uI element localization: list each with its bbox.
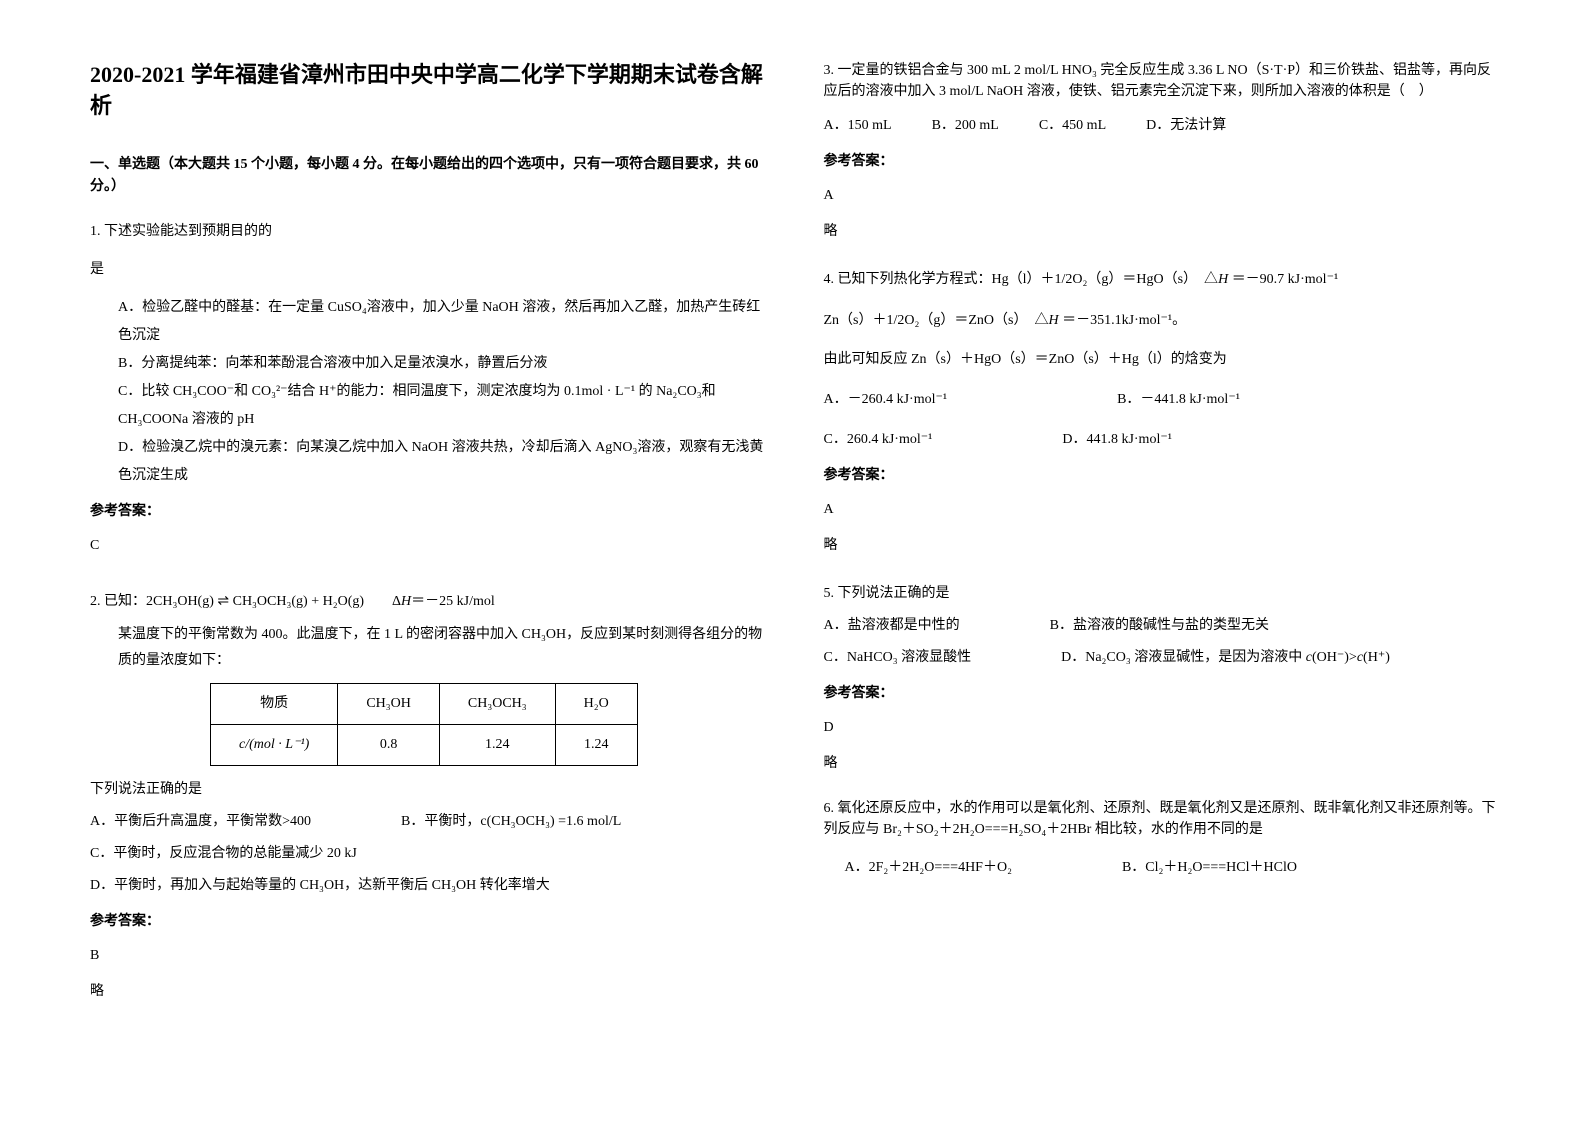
q1-optD: D．检验溴乙烷中的溴元素：向某溴乙烷中加入 NaOH 溶液共热，冷却后滴入 Ag… (90, 434, 764, 490)
q2-optAB: A．平衡后升高温度，平衡常数>400 B．平衡时，c(CH₃OCH₃) =1.6 … (90, 808, 764, 836)
q3-stem: 3. 一定量的铁铝合金与 300 mL 2 mol/L HNO₃ 完全反应生成 … (824, 60, 1498, 102)
q1-optB: B．分离提纯苯：向苯和苯酚混合溶液中加入足量浓溴水，静置后分液 (90, 350, 764, 378)
table-row: 物质 CH₃OH CH₃OCH₃ H₂O (211, 683, 638, 724)
q2-optB: B．平衡时，c(CH₃OCH₃) =1.6 mol/L (401, 814, 621, 829)
q3-optD: D．无法计算 (1146, 118, 1226, 133)
q2-optC: C．平衡时，反应混合物的总能量减少 20 kJ (90, 840, 764, 868)
q2-foot: 下列说法正确的是 (90, 776, 764, 804)
q5-answer: D (824, 714, 1498, 742)
q4-line2-a: Zn（s）＋1/2O₂（g）＝ZnO（s） △ (824, 313, 1049, 328)
q5-optCD: C．NaHCO₃ 溶液显酸性D．Na₂CO₃ 溶液显碱性，是因为溶液中 c(OH… (824, 644, 1498, 672)
question-5: 5. 下列说法正确的是 A．盐溶液都是中性的 B．盐溶液的酸碱性与盐的类型无关 C… (824, 580, 1498, 778)
table-row: c/(mol · L⁻¹) 0.8 1.24 1.24 (211, 724, 638, 765)
section-header: 一、单选题（本大题共 15 个小题，每小题 4 分。在每小题给出的四个选项中，只… (90, 154, 764, 199)
q2-stem: 2. 已知：2CH₃OH(g) ⇌ CH₃OCH₃(g) + H₂O(g) ΔH… (90, 588, 764, 616)
q4-optD: D．441.8 kJ·mol⁻¹ (1062, 432, 1172, 447)
q2-line2: 某温度下的平衡常数为 400。此温度下，在 1 L 的密闭容器中加入 CH₃OH… (90, 622, 764, 672)
q5-stem: 5. 下列说法正确的是 (824, 580, 1498, 608)
q1-optC: C．比较 CH₃COO⁻和 CO₃²⁻结合 H⁺的能力：相同温度下，测定浓度均为… (90, 378, 764, 434)
q4-optB: B．－441.8 kJ·mol⁻¹ (1117, 392, 1240, 407)
q3-optA: A．150 mL (824, 118, 892, 133)
answer-label: 参考答案： (90, 908, 764, 936)
q4-skip: 略 (824, 532, 1498, 560)
q2-answer: B (90, 942, 764, 970)
q3-answer: A (824, 182, 1498, 210)
q4-optA: A．－260.4 kJ·mol⁻¹ (824, 392, 948, 407)
q4-line2: Zn（s）＋1/2O₂（g）＝ZnO（s） △H ＝－351.1kJ·mol⁻¹… (824, 308, 1498, 333)
answer-label: 参考答案： (824, 148, 1498, 176)
left-column: 2020-2021 学年福建省漳州市田中央中学高二化学下学期期末试卷含解析 一、… (90, 60, 764, 1062)
q2-stem-i: H (401, 594, 411, 609)
q4-line2-b: ＝－351.1kJ·mol⁻¹。 (1059, 313, 1186, 328)
answer-label: 参考答案： (824, 462, 1498, 490)
q4-stem-b: ＝－90.7 kJ·mol⁻¹ (1228, 272, 1338, 287)
q5-optC: C．NaHCO₃ 溶液显酸性 (824, 650, 972, 665)
q6-optB: B．Cl₂＋H₂O===HCl＋HClO (1122, 860, 1297, 875)
q2-optA: A．平衡后升高温度，平衡常数>400 (90, 814, 311, 829)
td-1: 1.24 (439, 724, 555, 765)
question-1: 1. 下述实验能达到预期目的的 是 A．检验乙醛中的醛基：在一定量 CuSO₄溶… (90, 218, 764, 568)
row-label-i: c/(mol · L⁻¹) (239, 737, 309, 752)
q4-line3: 由此可知反应 Zn（s）＋HgO（s）＝ZnO（s）＋Hg（l）的焓变为 (824, 347, 1498, 372)
q2-stem-b: ＝－25 kJ/mol (411, 594, 495, 609)
q3-opts: A．150 mL B．200 mL C．450 mL D．无法计算 (824, 112, 1498, 140)
q4-line2-i: H (1049, 313, 1059, 328)
q5-optD-mid: (OH⁻)> (1312, 650, 1357, 665)
q5-optD-tail: (H⁺) (1363, 650, 1390, 665)
q1-optA: A．检验乙醛中的醛基：在一定量 CuSO₄溶液中，加入少量 NaOH 溶液，然后… (90, 294, 764, 350)
td-label: c/(mol · L⁻¹) (211, 724, 338, 765)
q4-answer: A (824, 496, 1498, 524)
th-2: CH₃OCH₃ (439, 683, 555, 724)
q4-stem-a: 4. 已知下列热化学方程式：Hg（l）＋1/2O₂（g）＝HgO（s） △ (824, 272, 1219, 287)
q2-optD: D．平衡时，再加入与起始等量的 CH₃OH，达新平衡后 CH₃OH 转化率增大 (90, 872, 764, 900)
q6-stem: 6. 氧化还原反应中，水的作用可以是氧化剂、还原剂、既是氧化剂又是还原剂、既非氧… (824, 798, 1498, 840)
q3-optB: B．200 mL (932, 118, 999, 133)
th-0: 物质 (211, 683, 338, 724)
th-1: CH₃OH (338, 683, 440, 724)
document-title: 2020-2021 学年福建省漳州市田中央中学高二化学下学期期末试卷含解析 (90, 60, 764, 122)
q5-optAB: A．盐溶液都是中性的 B．盐溶液的酸碱性与盐的类型无关 (824, 612, 1498, 640)
q2-table: 物质 CH₃OH CH₃OCH₃ H₂O c/(mol · L⁻¹) 0.8 1… (210, 683, 638, 766)
q2-stem-a: 2. 已知：2CH₃OH(g) ⇌ CH₃OCH₃(g) + H₂O(g) Δ (90, 594, 401, 609)
answer-label: 参考答案： (824, 680, 1498, 708)
th-3: H₂O (555, 683, 637, 724)
q4-stem-i: H (1218, 272, 1228, 287)
q2-skip: 略 (90, 978, 764, 1006)
q5-optA: A．盐溶液都是中性的 (824, 618, 960, 633)
q1-answer: C (90, 532, 764, 560)
td-2: 1.24 (555, 724, 637, 765)
q4-optC: C．260.4 kJ·mol⁻¹ (824, 432, 933, 447)
q5-optB: B．盐溶液的酸碱性与盐的类型无关 (1050, 618, 1269, 633)
q3-optC: C．450 mL (1039, 118, 1106, 133)
question-3: 3. 一定量的铁铝合金与 300 mL 2 mol/L HNO₃ 完全反应生成 … (824, 60, 1498, 246)
q4-stem: 4. 已知下列热化学方程式：Hg（l）＋1/2O₂（g）＝HgO（s） △H ＝… (824, 266, 1498, 294)
q5-skip: 略 (824, 750, 1498, 778)
answer-label: 参考答案： (90, 498, 764, 526)
q6-optA: A．2F₂＋2H₂O===4HF＋O₂ (845, 860, 1012, 875)
q6-optAB: A．2F₂＋2H₂O===4HF＋O₂ B．Cl₂＋H₂O===HCl＋HClO (824, 854, 1498, 882)
q4-optCD: C．260.4 kJ·mol⁻¹ D．441.8 kJ·mol⁻¹ (824, 426, 1498, 454)
question-4: 4. 已知下列热化学方程式：Hg（l）＋1/2O₂（g）＝HgO（s） △H ＝… (824, 266, 1498, 560)
q4-optAB: A．－260.4 kJ·mol⁻¹ B．－441.8 kJ·mol⁻¹ (824, 386, 1498, 414)
q3-skip: 略 (824, 218, 1498, 246)
q1-stem2: 是 (90, 256, 764, 284)
right-column: 3. 一定量的铁铝合金与 300 mL 2 mol/L HNO₃ 完全反应生成 … (824, 60, 1498, 1062)
q1-stem: 1. 下述实验能达到预期目的的 (90, 218, 764, 246)
td-0: 0.8 (338, 724, 440, 765)
question-6: 6. 氧化还原反应中，水的作用可以是氧化剂、还原剂、既是氧化剂又是还原剂、既非氧… (824, 798, 1498, 886)
question-2: 2. 已知：2CH₃OH(g) ⇌ CH₃OCH₃(g) + H₂O(g) ΔH… (90, 588, 764, 1005)
q5-optD-a: D．Na₂CO₃ 溶液显碱性，是因为溶液中 (1061, 650, 1306, 665)
